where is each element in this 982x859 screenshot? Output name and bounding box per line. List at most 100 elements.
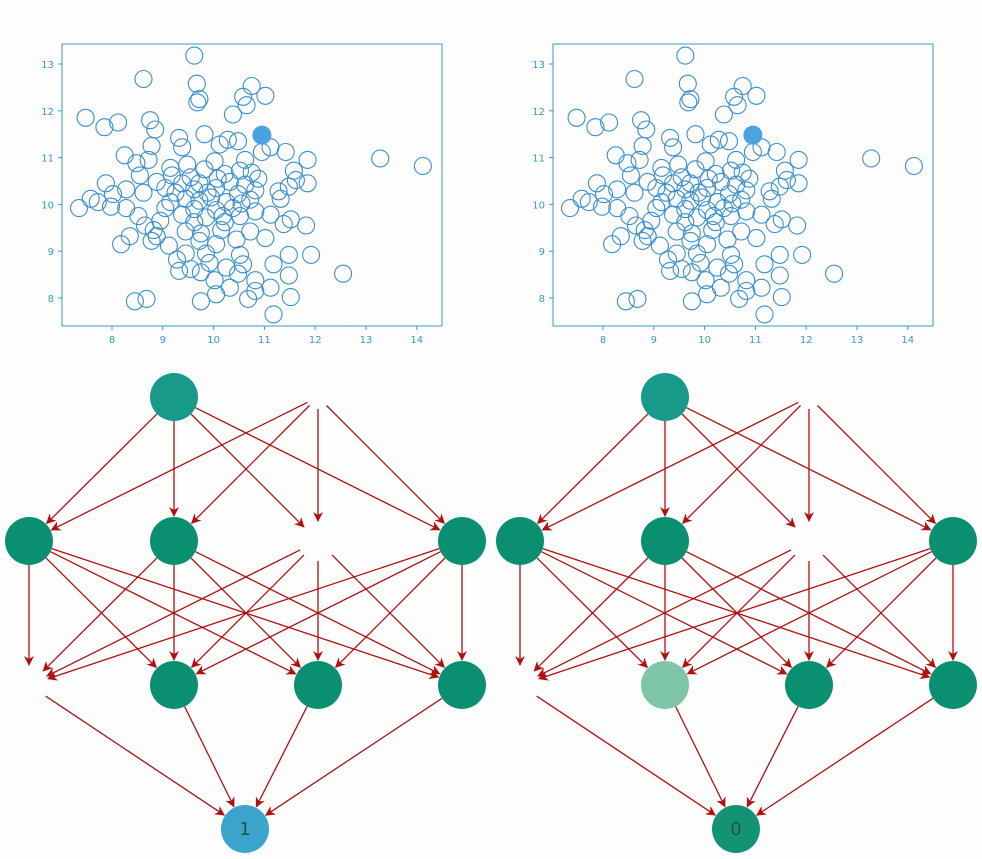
data-point — [170, 128, 189, 147]
data-point — [733, 163, 752, 182]
data-point — [167, 250, 187, 269]
edge-arrow — [331, 554, 446, 669]
data-point — [298, 150, 317, 169]
data-point — [159, 236, 178, 255]
data-point — [112, 235, 131, 254]
data-point — [191, 292, 210, 311]
edge-arrow — [334, 557, 446, 669]
data-point — [711, 172, 730, 191]
data-point — [286, 171, 305, 190]
data-point — [747, 229, 766, 248]
edge-arrow — [537, 549, 792, 677]
x-tick-label: 12 — [309, 335, 322, 346]
edge-arrow — [45, 413, 158, 525]
scatter-plot-right: 8 9 10 11 12 13 14 8 9 10 11 12 13 — [532, 43, 934, 346]
y-tick-label: 11 — [532, 154, 545, 165]
data-point — [371, 149, 390, 168]
edge-arrow — [536, 695, 717, 816]
edges — [24, 401, 467, 816]
data-point — [777, 171, 796, 190]
data-point — [230, 245, 250, 264]
hidden-layer-1-node — [438, 517, 486, 565]
highlighted-data-point — [252, 125, 272, 145]
edge-arrow — [681, 413, 796, 528]
data-point — [96, 174, 115, 193]
data-point — [703, 221, 722, 240]
data-point — [117, 180, 136, 199]
edge-arrow — [538, 547, 931, 681]
edge-arrow — [190, 413, 305, 528]
data-point — [704, 207, 723, 226]
edge-arrow — [675, 706, 726, 808]
data-point — [239, 289, 258, 308]
data-point — [241, 190, 260, 209]
data-point — [232, 194, 251, 213]
data-point — [730, 289, 749, 308]
y-tick-label: 13 — [41, 60, 54, 71]
data-point — [220, 278, 239, 297]
data-point — [737, 181, 756, 200]
data-point — [767, 142, 786, 162]
data-point — [606, 146, 625, 165]
data-point — [134, 183, 153, 202]
data-point — [762, 189, 781, 208]
data-point — [279, 266, 298, 285]
data-point — [628, 289, 647, 308]
edge-arrow — [817, 405, 937, 525]
nodes: 0 — [496, 373, 977, 853]
x-tick-label: 9 — [160, 335, 166, 346]
data-point — [264, 255, 283, 274]
edge-arrow — [190, 405, 310, 525]
data-point — [170, 261, 189, 280]
x-tick-label: 10 — [207, 335, 220, 346]
hidden-layer-2-node — [438, 661, 486, 709]
edge-arrow — [755, 697, 934, 816]
data-point — [142, 136, 161, 155]
hidden-layer-1-node — [5, 517, 53, 565]
right-panel: 8 9 10 11 12 13 14 8 9 10 11 12 13 0 — [496, 43, 977, 853]
edge-arrow — [184, 706, 235, 808]
data-point — [246, 271, 265, 290]
hidden-layer-2-node — [785, 661, 833, 709]
data-point — [210, 135, 229, 154]
data-point — [693, 188, 712, 207]
y-tick-label: 10 — [41, 200, 54, 211]
data-point — [862, 149, 881, 168]
edge-arrow — [264, 697, 443, 816]
y-tick-label: 9 — [48, 247, 54, 258]
y-tick-label: 9 — [539, 247, 545, 258]
data-point — [603, 235, 622, 254]
data-point — [207, 235, 226, 254]
data-point — [698, 178, 717, 198]
data-point — [721, 161, 741, 180]
data-point — [139, 150, 158, 169]
network-diagram-left: 1 — [5, 373, 486, 853]
data-point — [737, 271, 756, 290]
output-node — [221, 805, 269, 853]
data-point — [264, 305, 283, 324]
data-point — [789, 150, 808, 169]
data-point — [732, 190, 751, 209]
edge-arrow — [533, 557, 649, 672]
data-point — [166, 183, 185, 202]
data-point — [682, 292, 701, 311]
data-point — [191, 263, 210, 282]
data-point — [587, 174, 606, 193]
data-point — [661, 261, 680, 280]
data-point — [686, 160, 705, 179]
data-point — [770, 266, 789, 285]
data-point — [69, 199, 89, 218]
data-point — [633, 136, 652, 155]
data-point — [173, 138, 192, 157]
data-point — [647, 178, 666, 198]
data-point — [711, 278, 730, 297]
data-point — [755, 305, 774, 324]
data-point — [572, 189, 591, 208]
input-node — [641, 373, 689, 421]
data-point — [220, 172, 239, 191]
scatter-plot-left: 8 9 10 11 12 13 14 8 9 10 11 12 13 — [41, 43, 443, 346]
data-point — [76, 108, 95, 127]
network-diagram-right: 0 — [496, 373, 977, 853]
data-point — [276, 142, 295, 162]
y-tick-label: 11 — [41, 154, 54, 165]
